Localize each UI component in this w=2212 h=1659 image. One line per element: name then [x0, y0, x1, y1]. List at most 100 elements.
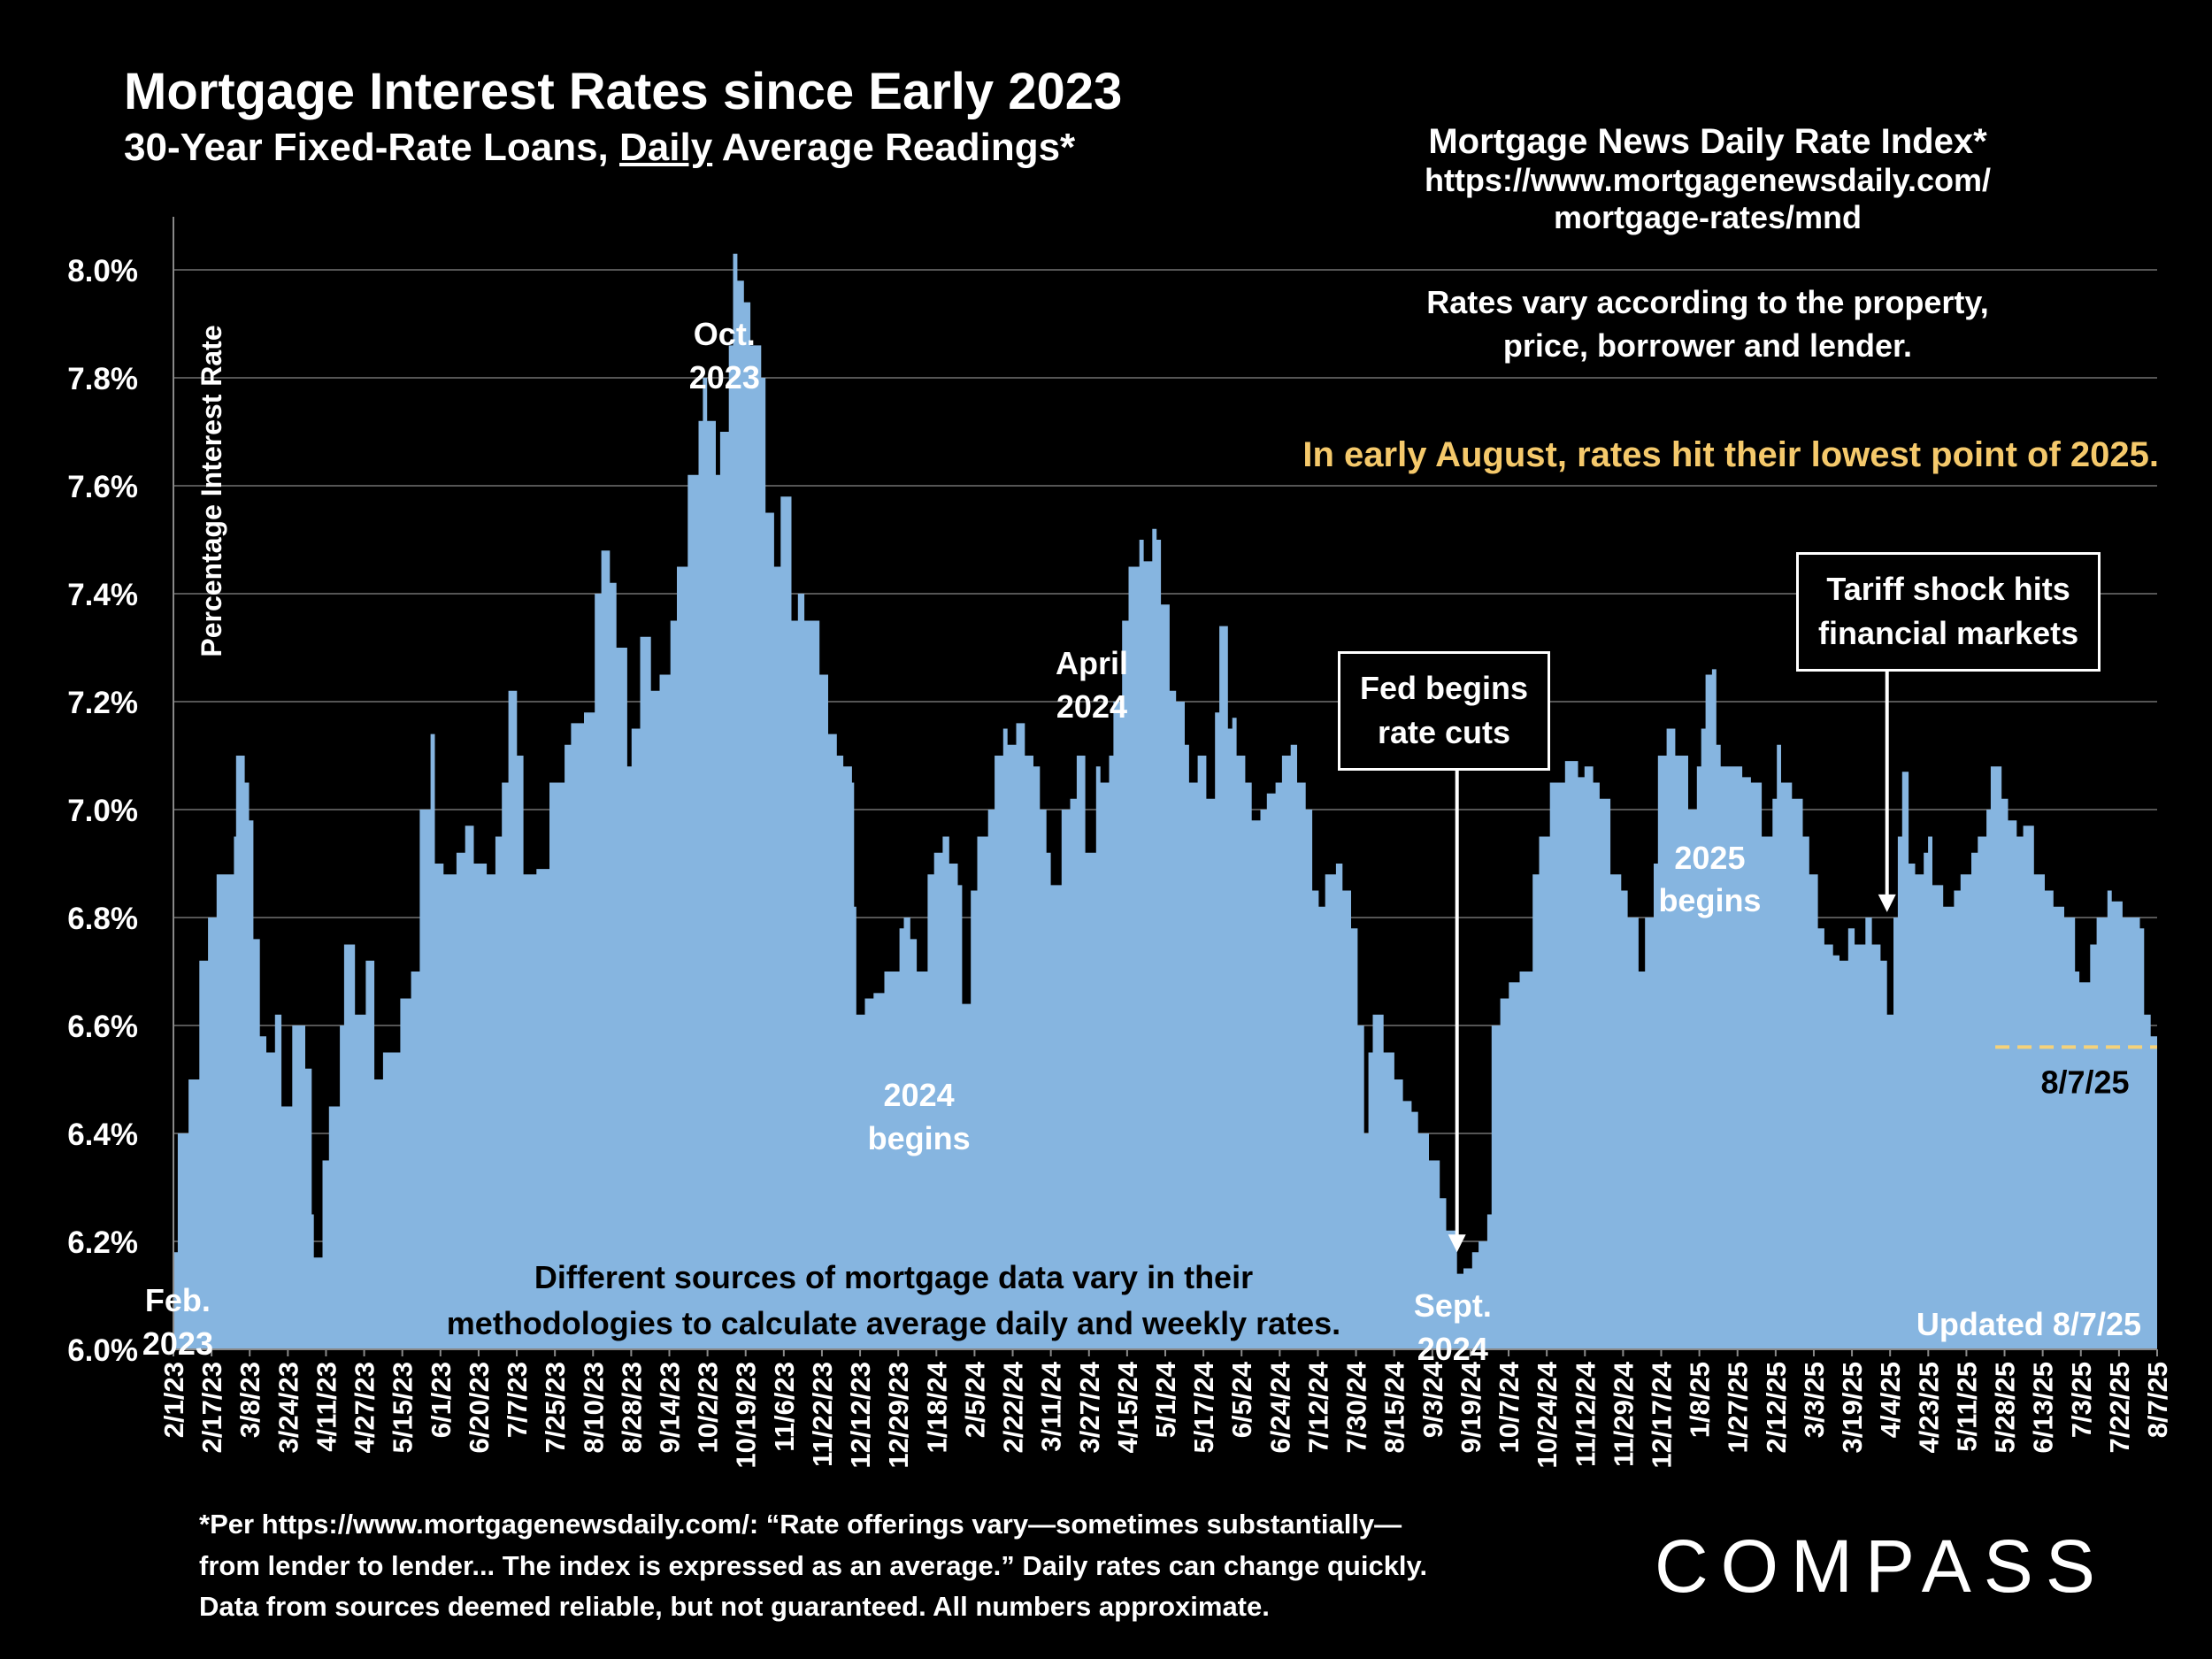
x-tick-label: 3/27/24 [1074, 1361, 1105, 1453]
rates-vary-line2: price, borrower and lender. [1502, 326, 1913, 364]
x-tick-label: 5/17/24 [1188, 1361, 1219, 1453]
x-tick-label: 3/8/23 [234, 1362, 265, 1438]
tariff-shock-callout: Tariff shock hits financial markets [1796, 552, 2101, 672]
rates-vary-line1: Rates vary according to the property, [1426, 284, 1989, 320]
tariff-shock-line1: Tariff shock hits [1826, 571, 2070, 607]
footnote-line3: Data from sources deemed reliable, but n… [199, 1591, 1270, 1622]
period-label-line: begins [1658, 882, 1762, 919]
y-tick-label: 6.4% [67, 1118, 138, 1152]
x-tick-label: 6/24/24 [1264, 1361, 1295, 1453]
y-tick-label: 7.8% [67, 362, 138, 396]
period-label-line: 2024 [1056, 687, 1127, 725]
x-tick-label: 8/15/24 [1379, 1361, 1410, 1453]
period-label: 2024 begins [868, 1074, 971, 1160]
fed-cuts-arrow-head [1448, 1234, 1466, 1253]
x-tick-label: 7/25/23 [540, 1362, 571, 1453]
fed-cuts-line2: rate cuts [1377, 714, 1511, 751]
y-tick-label: 6.8% [67, 902, 138, 936]
tariff-shock-arrow-head [1878, 894, 1896, 912]
x-tick-label: 5/11/25 [1951, 1362, 1982, 1452]
y-tick-label: 7.4% [67, 578, 138, 612]
x-tick-label: 4/15/24 [1112, 1361, 1143, 1453]
x-tick-label: 10/7/24 [1494, 1361, 1525, 1453]
x-tick-label: 5/28/25 [1990, 1362, 2021, 1453]
reference-line-label: 8/7/25 [2040, 1064, 2129, 1100]
x-tick-label: 4/23/25 [1913, 1362, 1944, 1453]
x-tick-label: 12/12/23 [845, 1362, 876, 1469]
period-label-line: April [1055, 645, 1128, 682]
period-label-line: 2024 [1417, 1330, 1488, 1367]
x-tick-label: 12/29/23 [883, 1362, 914, 1469]
x-tick-label: 11/29/24 [1608, 1361, 1639, 1467]
subtitle-part-3: Average Readings* [712, 126, 1076, 169]
period-label: Feb. 2023 [142, 1279, 213, 1365]
footnote-line1: *Per https://www.mortgagenewsdaily.com/:… [199, 1509, 1402, 1540]
x-tick-label: 5/15/23 [388, 1362, 419, 1453]
x-tick-label: 1/27/25 [1723, 1362, 1754, 1453]
subtitle-part-1: 30-Year Fixed-Rate Loans, [124, 126, 619, 169]
period-label-line: 2025 [1674, 839, 1746, 876]
x-tick-label: 8/7/25 [2142, 1362, 2173, 1438]
source-url-line2[interactable]: mortgage-rates/mnd [1553, 199, 1863, 235]
y-tick-label: 7.2% [67, 686, 138, 720]
x-tick-label: 7/22/25 [2104, 1362, 2135, 1453]
fed-cuts-line1: Fed begins [1360, 670, 1529, 706]
highlight-note: In early August, rates hit their lowest … [1302, 435, 2159, 474]
x-tick-label: 1/18/24 [921, 1361, 952, 1453]
x-tick-label: 9/3/24 [1417, 1361, 1448, 1438]
period-label: Sept. 2024 [1414, 1285, 1492, 1371]
y-tick-labels: 6.0% 6.2% 6.4% 6.6% 6.8% 7.0% 7.2% 7.4% 7.6% 7.8%… [67, 254, 138, 1368]
x-tick-label: 2/22/24 [998, 1361, 1029, 1453]
source-name: Mortgage News Daily Rate Index* [1428, 122, 1987, 161]
x-tick-label: 7/30/24 [1341, 1361, 1372, 1453]
x-tick-label: 8/10/23 [578, 1362, 609, 1453]
x-tick-label: 11/6/23 [769, 1362, 800, 1452]
period-label: Oct. 2023 [689, 313, 760, 399]
source-url-line1[interactable]: https://www.mortgagenewsdaily.com/ [1424, 162, 1992, 198]
x-tick-label: 9/14/23 [655, 1362, 686, 1453]
period-label: 2025 begins [1658, 837, 1761, 923]
x-tick-label: 11/22/23 [807, 1362, 838, 1467]
period-label-line: Oct. [693, 316, 756, 353]
x-tick-label: 10/24/24 [1532, 1361, 1563, 1468]
x-tick-label: 10/19/23 [731, 1362, 762, 1469]
y-axis-label: Percentage Interest Rate [196, 325, 227, 657]
period-label-line: 2023 [142, 1325, 213, 1362]
x-tick-label: 4/4/25 [1875, 1362, 1906, 1438]
x-tick-label: 5/1/24 [1150, 1361, 1181, 1438]
period-label-line: Sept. [1413, 1287, 1492, 1325]
rate-area [173, 253, 2157, 1350]
subtitle-part-2-underlined: Daily [619, 126, 713, 169]
x-tick-label: 7/12/24 [1303, 1361, 1334, 1453]
methodology-line1: Different sources of mortgage data vary … [534, 1259, 1254, 1295]
x-tick-label: 6/5/24 [1226, 1361, 1257, 1438]
footnote-line2: from lender to lender... The index is ex… [199, 1549, 1428, 1581]
y-tick-label: 6.0% [67, 1333, 138, 1368]
x-tick-label: 3/19/25 [1837, 1362, 1868, 1453]
period-label-line: 2023 [688, 358, 760, 396]
methodology-line2: methodologies to calculate average daily… [446, 1305, 1341, 1342]
x-tick-label: 10/2/23 [693, 1362, 724, 1453]
x-tick-label: 6/1/23 [426, 1362, 457, 1438]
y-tick-label: 8.0% [67, 254, 138, 288]
x-tick-label: 3/11/24 [1036, 1361, 1067, 1451]
methodology-note: Different sources of mortgage data vary … [416, 1255, 1371, 1347]
y-tick-label: 7.0% [67, 794, 138, 828]
period-label-line: Feb. [144, 1282, 211, 1318]
x-tick-label: 2/5/24 [959, 1361, 990, 1438]
y-tick-label: 6.2% [67, 1225, 138, 1260]
x-tick-label: 8/28/23 [616, 1362, 647, 1453]
updated-label: Updated 8/7/25 [1916, 1306, 2141, 1342]
period-label-line: begins [867, 1119, 971, 1156]
rate-area-series [173, 253, 2157, 1350]
x-tick-label: 7/7/23 [502, 1362, 533, 1438]
x-tick-label: 9/19/24 [1455, 1361, 1486, 1453]
x-tick-label: 6/13/25 [2028, 1362, 2059, 1453]
annotation-arrows [1448, 672, 1896, 1253]
x-tick-label: 4/27/23 [349, 1362, 380, 1453]
y-tick-label: 6.6% [67, 1010, 138, 1044]
x-tick-label: 3/24/23 [273, 1362, 303, 1453]
x-tick-label: 11/12/24 [1570, 1361, 1601, 1467]
footnote: *Per https://www.mortgagenewsdaily.com/:… [199, 1504, 1579, 1628]
